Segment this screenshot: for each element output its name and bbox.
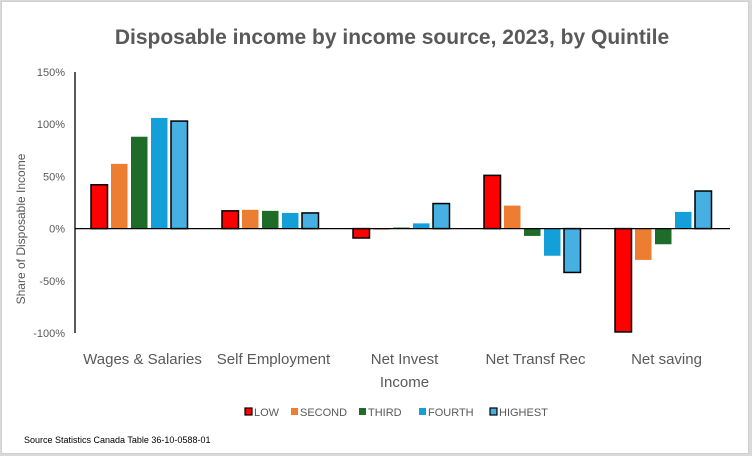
y-tick-label: 0% — [49, 224, 65, 236]
bar-third — [262, 210, 279, 229]
x-axis-categories: Wages & Salaries Self Employment Net Inves… — [83, 351, 702, 391]
bar-third — [131, 136, 148, 229]
bar-fourth — [151, 117, 168, 229]
y-tick-label: 150% — [37, 67, 65, 79]
legend-label: HIGHEST — [499, 407, 548, 419]
legend-swatch-fourth — [419, 408, 426, 415]
y-tick-label: 100% — [37, 119, 65, 131]
bar-fourth — [544, 228, 561, 256]
y-tick-label: 50% — [43, 171, 65, 183]
bar-highest — [432, 202, 451, 230]
y-axis-label: Share of Disposable Income — [14, 153, 28, 304]
bar-third — [655, 228, 672, 245]
bar-highest — [170, 120, 189, 230]
legend-swatch-third — [359, 408, 366, 415]
bar-highest — [301, 212, 320, 230]
bar-second — [111, 163, 128, 229]
legend: LOW SECOND THIRD FOURTH HIGHEST — [244, 407, 548, 419]
bar-second — [242, 209, 259, 229]
x-category-label: Income — [380, 374, 429, 391]
bars — [90, 117, 713, 333]
y-tick-label: -50% — [39, 276, 65, 288]
legend-label: SECOND — [300, 407, 347, 419]
bar-low — [221, 210, 240, 230]
bar-fourth — [675, 211, 692, 229]
x-category-label: Net Transf Rec — [485, 351, 586, 368]
chart-title: Disposable income by income source, 2023… — [115, 26, 669, 49]
bar-fourth — [413, 223, 430, 229]
bar-low — [483, 174, 502, 230]
bar-highest — [563, 227, 582, 274]
bar-second — [635, 228, 652, 260]
bar-highest — [694, 190, 713, 230]
legend-swatch-second — [291, 408, 298, 415]
legend-label: FOURTH — [428, 407, 474, 419]
legend-swatch-low — [244, 407, 253, 416]
legend-label: LOW — [254, 407, 280, 419]
y-tick-label: -100% — [33, 328, 65, 340]
bar-third — [524, 228, 541, 236]
x-category-label: Net Invest — [371, 351, 439, 368]
bar-low — [352, 227, 371, 239]
legend-swatch-highest — [489, 407, 498, 416]
bar-second — [504, 205, 521, 229]
x-category-label: Self Employment — [217, 351, 331, 368]
y-axis-ticks: 150% 100% 50% 0% -50% -100% — [33, 67, 65, 340]
bar-fourth — [282, 212, 299, 229]
source-note: Source Statistics Canada Table 36-10-058… — [24, 435, 210, 445]
x-category-label: Net saving — [631, 351, 702, 368]
bar-low — [90, 184, 109, 230]
bar-low — [614, 227, 633, 333]
legend-label: THIRD — [368, 407, 402, 419]
x-category-label: Wages & Salaries — [83, 351, 202, 368]
